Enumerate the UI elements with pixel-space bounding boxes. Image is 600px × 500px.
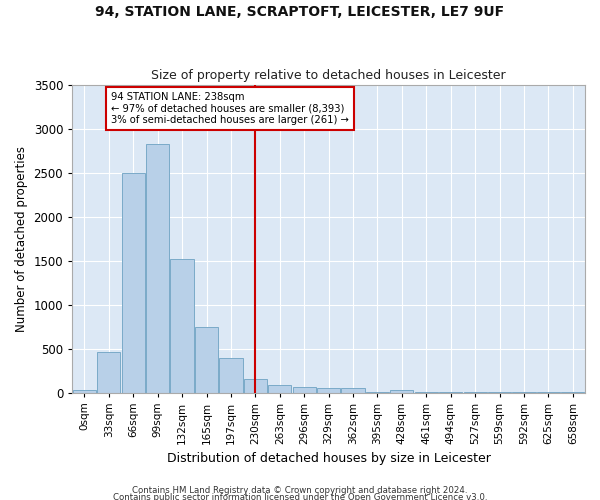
Title: Size of property relative to detached houses in Leicester: Size of property relative to detached ho… xyxy=(151,69,506,82)
Bar xyxy=(97,352,121,393)
Text: Contains HM Land Registry data © Crown copyright and database right 2024.: Contains HM Land Registry data © Crown c… xyxy=(132,486,468,495)
Text: 94, STATION LANE, SCRAPTOFT, LEICESTER, LE7 9UF: 94, STATION LANE, SCRAPTOFT, LEICESTER, … xyxy=(95,5,505,19)
Bar xyxy=(293,387,316,392)
Bar xyxy=(341,388,365,392)
Bar xyxy=(244,380,267,392)
Text: Contains public sector information licensed under the Open Government Licence v3: Contains public sector information licen… xyxy=(113,494,487,500)
Bar xyxy=(195,326,218,392)
Bar xyxy=(390,390,413,392)
Text: 94 STATION LANE: 238sqm
← 97% of detached houses are smaller (8,393)
3% of semi-: 94 STATION LANE: 238sqm ← 97% of detache… xyxy=(111,92,349,125)
Bar xyxy=(220,358,242,392)
X-axis label: Distribution of detached houses by size in Leicester: Distribution of detached houses by size … xyxy=(167,452,491,465)
Bar xyxy=(170,259,194,392)
Bar xyxy=(268,386,292,392)
Bar xyxy=(146,144,169,392)
Bar xyxy=(73,390,96,392)
Y-axis label: Number of detached properties: Number of detached properties xyxy=(15,146,28,332)
Bar xyxy=(317,388,340,392)
Bar xyxy=(122,172,145,392)
